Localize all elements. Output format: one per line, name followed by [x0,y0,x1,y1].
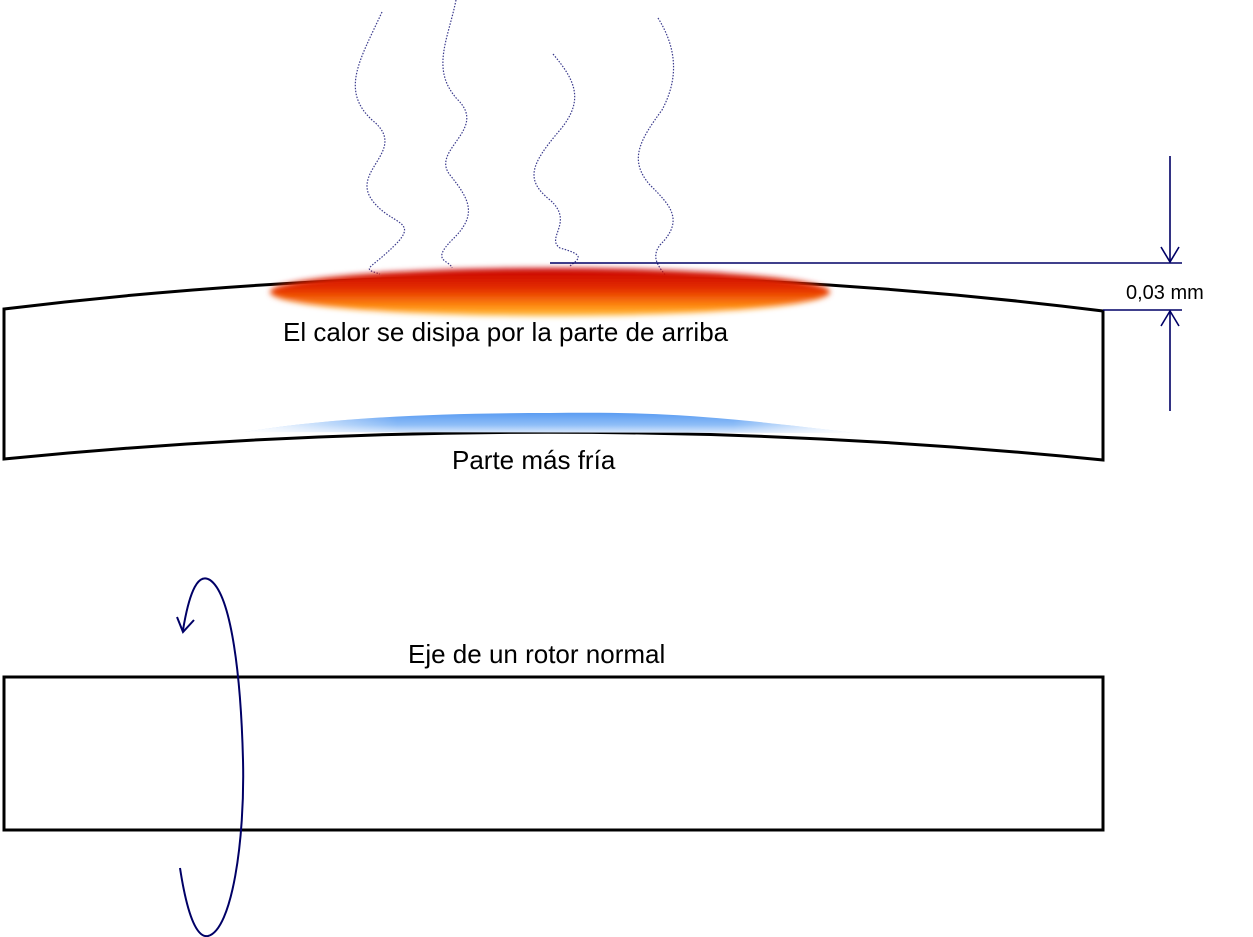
normal-shaft-label: Eje de un rotor normal [408,639,665,669]
cold-label: Parte más fría [452,445,616,475]
heat-wave-line [354,11,406,275]
heat-wave-line [441,0,469,269]
dimension-label: 0,03 mm [1126,282,1204,304]
normal-rotor-outline [2,675,1105,832]
heat-label: El calor se disipa por la parte de arrib… [283,317,729,347]
cold-zone [245,412,855,433]
rotation-arrow-icon [176,577,245,937]
heat-wave-line [533,53,579,267]
hot-zone [270,268,830,316]
dimension-marker [550,156,1182,411]
dimension-down-arrow-icon [1160,246,1180,264]
heat-wave-icon [354,0,675,277]
dimension-up-arrow-icon [1160,309,1180,327]
heat-wave-line [637,17,675,277]
